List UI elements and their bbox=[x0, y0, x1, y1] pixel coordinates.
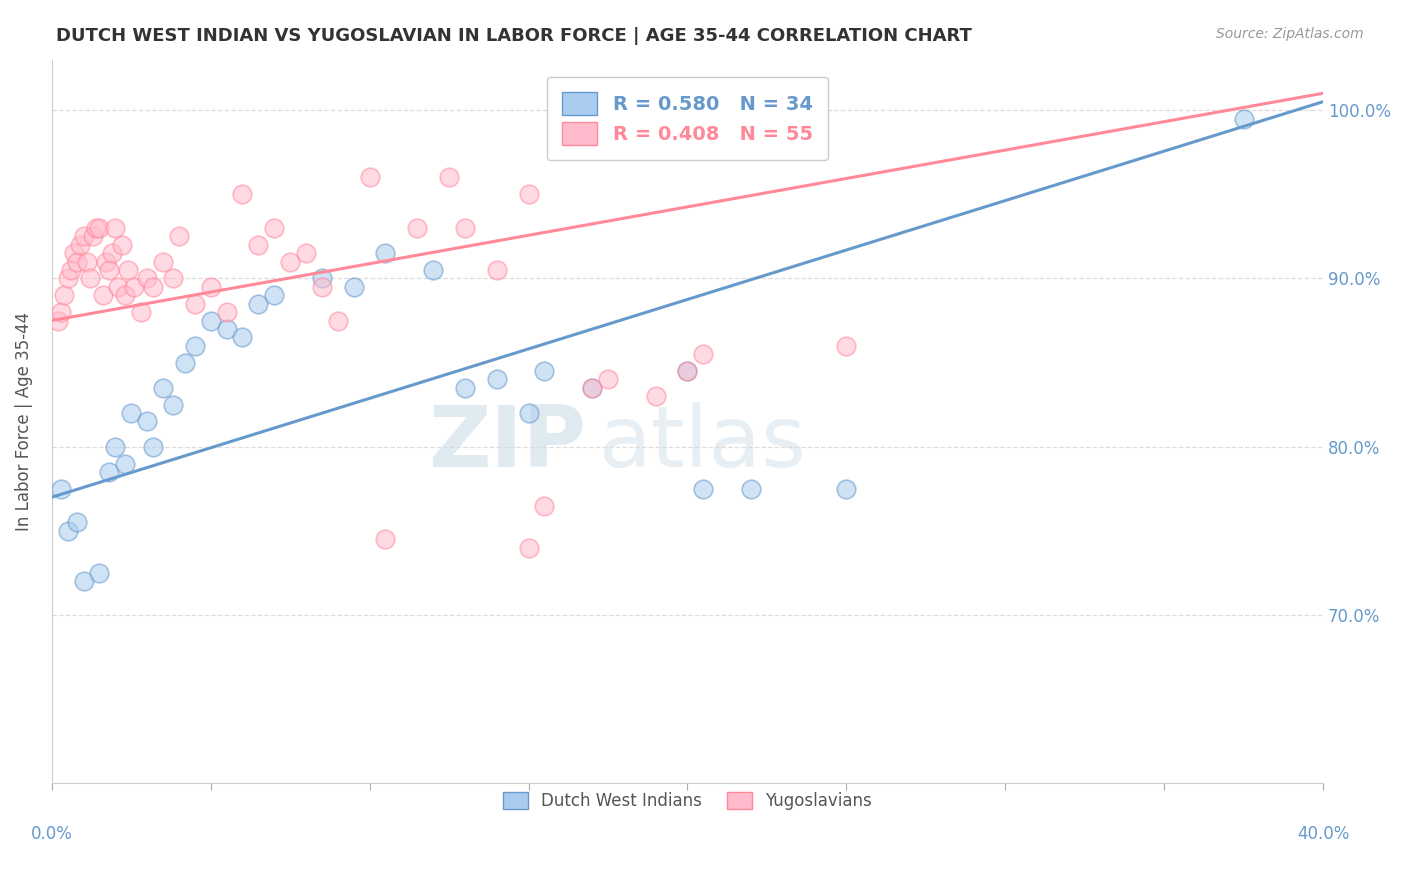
Text: DUTCH WEST INDIAN VS YUGOSLAVIAN IN LABOR FORCE | AGE 35-44 CORRELATION CHART: DUTCH WEST INDIAN VS YUGOSLAVIAN IN LABO… bbox=[56, 27, 972, 45]
Point bbox=[184, 296, 207, 310]
Point bbox=[101, 246, 124, 260]
Point bbox=[184, 339, 207, 353]
Point bbox=[533, 364, 555, 378]
Point bbox=[107, 280, 129, 294]
Point bbox=[517, 406, 540, 420]
Point bbox=[129, 305, 152, 319]
Point bbox=[53, 288, 76, 302]
Point bbox=[692, 347, 714, 361]
Point bbox=[644, 389, 666, 403]
Point bbox=[114, 457, 136, 471]
Point bbox=[485, 263, 508, 277]
Point bbox=[676, 364, 699, 378]
Point bbox=[454, 381, 477, 395]
Point bbox=[1233, 112, 1256, 126]
Point bbox=[485, 372, 508, 386]
Point bbox=[311, 271, 333, 285]
Point bbox=[835, 339, 858, 353]
Point bbox=[79, 271, 101, 285]
Point bbox=[200, 280, 222, 294]
Point bbox=[56, 271, 79, 285]
Point bbox=[91, 288, 114, 302]
Point bbox=[311, 280, 333, 294]
Point bbox=[326, 313, 349, 327]
Point bbox=[111, 237, 134, 252]
Point bbox=[374, 246, 396, 260]
Point bbox=[295, 246, 318, 260]
Point bbox=[66, 516, 89, 530]
Point bbox=[117, 263, 139, 277]
Point bbox=[124, 280, 146, 294]
Point bbox=[66, 254, 89, 268]
Point bbox=[215, 305, 238, 319]
Point bbox=[136, 271, 159, 285]
Point bbox=[94, 254, 117, 268]
Point bbox=[263, 288, 285, 302]
Point bbox=[104, 221, 127, 235]
Point bbox=[89, 566, 111, 580]
Point bbox=[343, 280, 366, 294]
Point bbox=[69, 237, 91, 252]
Point bbox=[581, 381, 603, 395]
Point bbox=[437, 170, 460, 185]
Point bbox=[692, 482, 714, 496]
Text: Source: ZipAtlas.com: Source: ZipAtlas.com bbox=[1216, 27, 1364, 41]
Point bbox=[517, 187, 540, 202]
Point bbox=[72, 229, 94, 244]
Text: 40.0%: 40.0% bbox=[1296, 825, 1350, 844]
Point bbox=[152, 381, 174, 395]
Point bbox=[142, 440, 165, 454]
Point bbox=[231, 330, 253, 344]
Point bbox=[76, 254, 98, 268]
Point bbox=[84, 221, 107, 235]
Point bbox=[142, 280, 165, 294]
Text: atlas: atlas bbox=[599, 401, 807, 484]
Point bbox=[200, 313, 222, 327]
Text: ZIP: ZIP bbox=[427, 401, 586, 484]
Point bbox=[51, 305, 73, 319]
Point bbox=[63, 246, 86, 260]
Point bbox=[231, 187, 253, 202]
Point bbox=[97, 263, 120, 277]
Point bbox=[454, 221, 477, 235]
Point bbox=[167, 229, 190, 244]
Point bbox=[72, 574, 94, 589]
Point bbox=[359, 170, 381, 185]
Legend: Dutch West Indians, Yugoslavians: Dutch West Indians, Yugoslavians bbox=[495, 784, 880, 819]
Point bbox=[517, 541, 540, 555]
Point bbox=[247, 237, 270, 252]
Text: 0.0%: 0.0% bbox=[31, 825, 73, 844]
Point bbox=[278, 254, 301, 268]
Point bbox=[152, 254, 174, 268]
Point bbox=[533, 499, 555, 513]
Point bbox=[89, 221, 111, 235]
Point bbox=[114, 288, 136, 302]
Point bbox=[104, 440, 127, 454]
Point bbox=[740, 482, 762, 496]
Point bbox=[676, 364, 699, 378]
Point bbox=[46, 313, 69, 327]
Point bbox=[97, 465, 120, 479]
Point bbox=[835, 482, 858, 496]
Point bbox=[596, 372, 619, 386]
Y-axis label: In Labor Force | Age 35-44: In Labor Force | Age 35-44 bbox=[15, 312, 32, 531]
Point bbox=[82, 229, 104, 244]
Point bbox=[174, 355, 197, 369]
Point bbox=[422, 263, 444, 277]
Point bbox=[59, 263, 82, 277]
Point bbox=[247, 296, 270, 310]
Point bbox=[120, 406, 142, 420]
Point bbox=[263, 221, 285, 235]
Point bbox=[162, 398, 184, 412]
Point bbox=[162, 271, 184, 285]
Point bbox=[51, 482, 73, 496]
Point bbox=[581, 381, 603, 395]
Point bbox=[136, 415, 159, 429]
Point bbox=[406, 221, 429, 235]
Point bbox=[374, 533, 396, 547]
Point bbox=[56, 524, 79, 538]
Point bbox=[215, 322, 238, 336]
